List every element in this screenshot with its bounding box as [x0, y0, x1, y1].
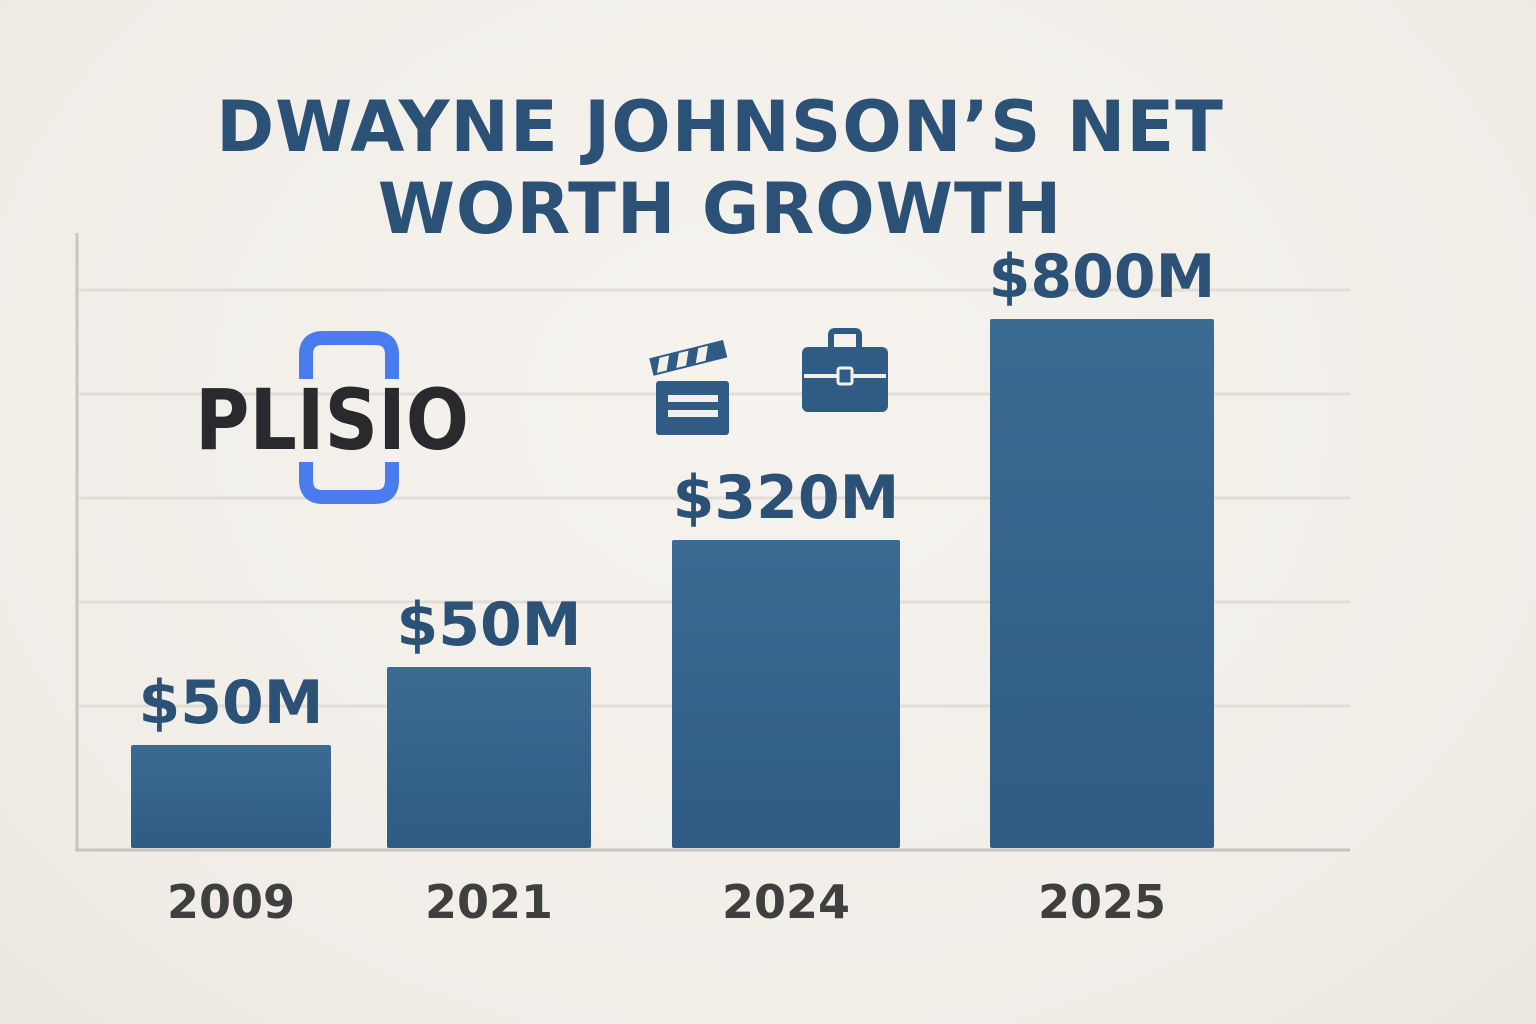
bar-2024: [672, 540, 900, 848]
x-tick-label-2025: 2025: [1038, 875, 1166, 929]
x-tick-label-2024: 2024: [722, 875, 850, 929]
bar-2009: [131, 745, 331, 848]
briefcase-icon: [802, 328, 888, 412]
value-label-2021: $50M: [397, 590, 582, 660]
bar-2025: [990, 319, 1214, 848]
plisio-logo: PLISIO: [195, 331, 469, 504]
axes: [75, 233, 1350, 852]
bar-2021: [387, 667, 591, 848]
chart-title: DWAYNE JOHNSON’S NET WORTH GROWTH: [216, 86, 1224, 250]
value-labels: $50M $50M $320M $800M: [139, 242, 1216, 738]
logo-bracket-top: [299, 331, 399, 379]
x-tick-labels: 2009 2021 2024 2025: [167, 875, 1166, 929]
bars: [131, 319, 1214, 848]
logo-bracket-bottom: [299, 462, 399, 504]
x-tick-label-2009: 2009: [167, 875, 295, 929]
value-label-2024: $320M: [673, 463, 900, 533]
clapperboard-icon: [649, 339, 729, 435]
logo-text: PLISIO: [195, 371, 469, 469]
value-label-2025: $800M: [989, 242, 1216, 312]
x-tick-label-2021: 2021: [425, 875, 553, 929]
value-label-2009: $50M: [139, 668, 324, 738]
